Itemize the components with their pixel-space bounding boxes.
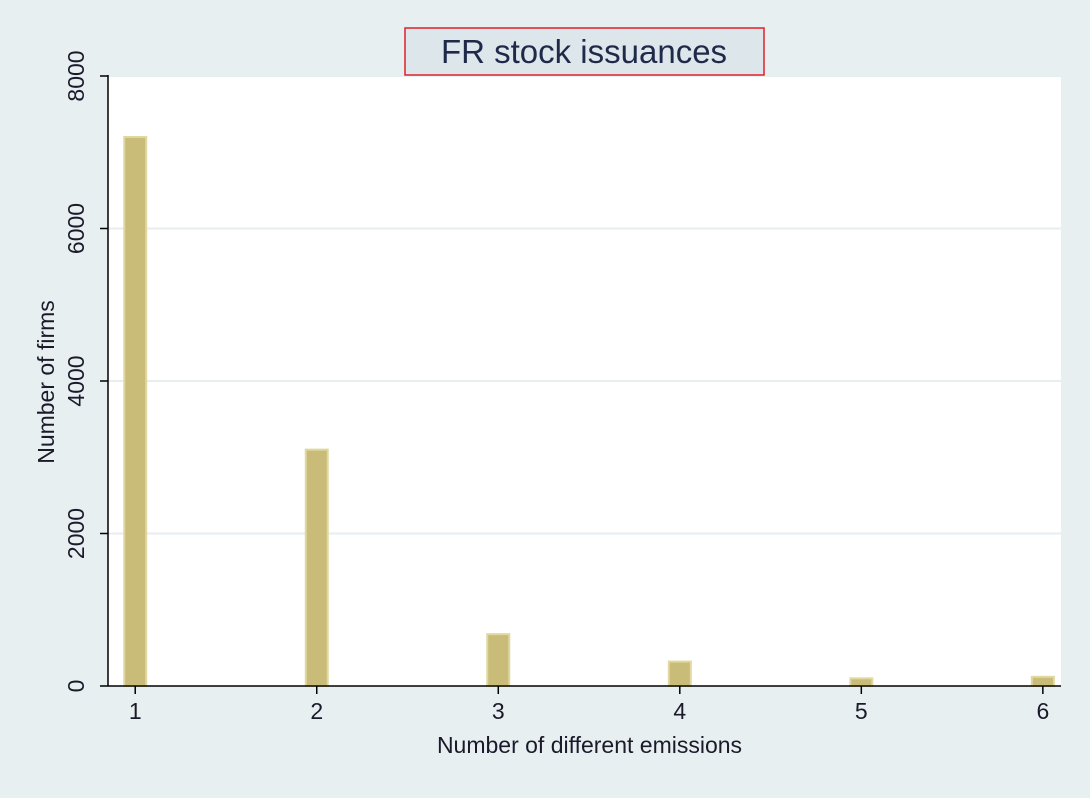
grid-lines — [108, 75, 1061, 535]
x-axis-label: Number of different emissions — [437, 732, 742, 758]
y-tick-label-2000: 2000 — [63, 508, 89, 559]
x-tick-label-3: 3 — [492, 698, 505, 724]
bar-6 — [1030, 675, 1055, 687]
y-tick-label-0: 0 — [63, 680, 89, 693]
bars — [123, 136, 1055, 688]
bar-2 — [304, 448, 329, 687]
y-tick-label-4000: 4000 — [63, 355, 89, 406]
x-tick-label-1: 1 — [129, 698, 142, 724]
axes: 0 2000 4000 6000 8000 1 2 3 4 5 6 — [63, 50, 1061, 724]
bar-4 — [667, 660, 692, 687]
x-tick-label-5: 5 — [855, 698, 868, 724]
x-tick-label-6: 6 — [1036, 698, 1049, 724]
y-axis-label: Number of firms — [33, 300, 59, 464]
chart-title: FR stock issuances — [404, 27, 765, 76]
bar-1 — [123, 136, 148, 687]
x-tick-label-4: 4 — [673, 698, 686, 724]
title-box — [404, 27, 765, 76]
y-tick-label-8000: 8000 — [63, 50, 89, 101]
bar-3 — [486, 633, 511, 688]
y-tick-label-6000: 6000 — [63, 203, 89, 254]
x-tick-label-2: 2 — [310, 698, 323, 724]
title-text: FR stock issuances — [441, 33, 727, 70]
bar-5 — [849, 677, 874, 687]
